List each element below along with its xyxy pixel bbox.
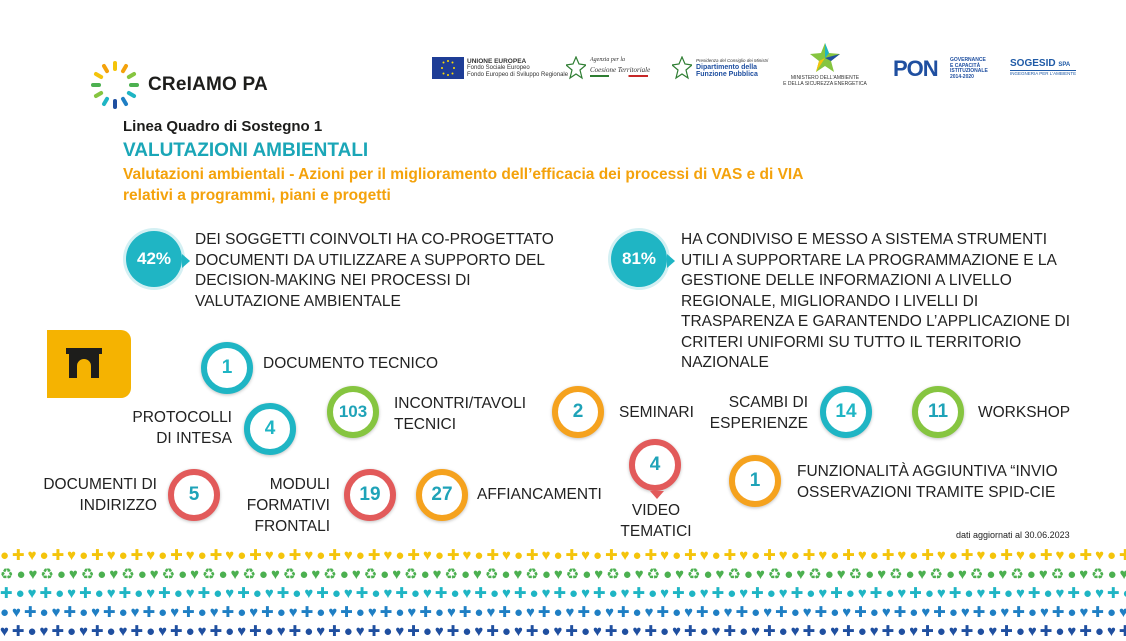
pon-logo: PON bbox=[893, 56, 939, 81]
funzione-line1: Presidenza del Consiglio dei Ministri bbox=[696, 58, 769, 63]
output-label: DOCUMENTO TECNICO bbox=[263, 355, 439, 372]
agenzia-line1: Agenzia per la bbox=[590, 57, 625, 63]
line-title: Linea Quadro di Sostegno 1 bbox=[123, 118, 323, 135]
output-label-line: SCAMBI DI bbox=[728, 394, 808, 411]
output-label-line: INCONTRI/TAVOLI bbox=[394, 395, 527, 412]
category-tab bbox=[47, 330, 131, 398]
output-ring: 5 bbox=[168, 469, 220, 521]
output-ring: 2 bbox=[552, 386, 604, 438]
output-label-line: PROTOCOLLI bbox=[132, 409, 232, 426]
eu-logo: UNIONE EUROPEA Fondo Sociale Europeo Fon… bbox=[467, 58, 568, 79]
pattern-row: ✚●♥✚●♥✚●♥✚●♥✚●♥✚●♥✚●♥✚●♥✚●♥✚●♥✚●♥✚●♥✚●♥✚… bbox=[0, 585, 1126, 602]
output-label-line: OSSERVAZIONI TRAMITE SPID-CIE bbox=[797, 484, 1056, 501]
output-label: PROTOCOLLI DI INTESA bbox=[120, 407, 232, 449]
stat-circle: 81% bbox=[611, 231, 667, 287]
output-ring: 11 bbox=[912, 386, 964, 438]
agenzia-line2: Coesione Territoriale bbox=[590, 66, 651, 74]
sogesid-name: SOGESID bbox=[1010, 58, 1056, 69]
page-subtitle: Valutazioni ambientali - Azioni per il m… bbox=[123, 166, 803, 204]
pattern-icons: ●✚♥●✚♥●✚♥●✚♥●✚♥●✚♥●✚♥●✚♥●✚♥●✚♥●✚♥●✚♥●✚♥●… bbox=[0, 546, 1126, 641]
output-label-line: FRONTALI bbox=[254, 518, 331, 535]
sun-logo-icon bbox=[91, 61, 139, 109]
star-logo-icon bbox=[810, 43, 840, 72]
pon-line2: E CAPACITÀ bbox=[950, 62, 981, 69]
output-ring: 1 bbox=[201, 342, 253, 394]
output-ring: 4 bbox=[629, 439, 681, 491]
output-label: DOCUMENTI DI INDIRIZZO bbox=[30, 474, 157, 516]
output-label-line: TECNICI bbox=[394, 416, 456, 433]
stat-arrow bbox=[667, 254, 675, 268]
output-label-line: DOCUMENTI DI bbox=[43, 476, 157, 493]
output-ring: 1 bbox=[729, 455, 781, 507]
output-label-line: TEMATICI bbox=[620, 523, 692, 540]
output-label: FUNZIONALITÀ AGGIUNTIVA “INVIO OSSERVAZI… bbox=[797, 461, 1058, 503]
ministero-line2: E DELLA SICUREZZA ENERGETICA bbox=[783, 81, 867, 87]
pon-text: GOVERNANCE E CAPACITÀ ISTITUZIONALE 2014… bbox=[950, 57, 988, 80]
pon-line4: 2014-2020 bbox=[950, 73, 974, 80]
pattern-row: ♻●♥♻●♥♻●♥♻●♥♻●♥♻●♥♻●♥♻●♥♻●♥♻●♥♻●♥♻●♥♻●♥♻… bbox=[0, 566, 1126, 583]
emblem-icon bbox=[566, 56, 586, 80]
output-label: WORKSHOP bbox=[978, 404, 1071, 421]
ministero-logo: MINISTERO DELL'AMBIENTE E DELLA SICUREZZ… bbox=[782, 75, 868, 87]
output-label-line: MODULI bbox=[269, 476, 330, 493]
sogesid-tag: INGEGNERIA PER L'AMBIENTE bbox=[1010, 71, 1077, 76]
output-label: AFFIANCAMENTI bbox=[477, 486, 602, 503]
update-note: dati aggiornati al 30.06.2023 bbox=[956, 530, 1070, 540]
output-ring: 19 bbox=[344, 469, 396, 521]
output-label-line: DI INTESA bbox=[156, 430, 232, 447]
stat-circle: 42% bbox=[126, 231, 182, 287]
sogesid-spa: SPA bbox=[1058, 62, 1071, 68]
stat-text: HA CONDIVISO E MESSO A SISTEMA STRUMENTI… bbox=[681, 231, 1071, 371]
eu-line2: Fondo Europeo di Sviluppo Regionale bbox=[467, 72, 569, 78]
output-ring: 103 bbox=[327, 386, 379, 438]
stat-text: DEI SOGGETTI COINVOLTI HA CO-PROGETTATO … bbox=[195, 231, 554, 310]
output-label: INCONTRI/TAVOLI TECNICI bbox=[394, 393, 526, 435]
brand-name: CReIAMO PA bbox=[148, 74, 268, 95]
output-label-line: ESPERIENZE bbox=[709, 415, 808, 432]
pattern-row: ♥✚●♥✚●♥✚●♥✚●♥✚●♥✚●♥✚●♥✚●♥✚●♥✚●♥✚●♥✚●♥✚●♥… bbox=[0, 623, 1126, 640]
output-label-line: INDIRIZZO bbox=[79, 497, 158, 514]
output-ring: 27 bbox=[416, 469, 468, 521]
agenzia-logo: Agenzia per la Coesione Territoriale bbox=[590, 57, 650, 77]
output-ring: 4 bbox=[244, 403, 296, 455]
output-label-line: VIDEO bbox=[631, 502, 681, 519]
location-pin-icon bbox=[650, 491, 664, 499]
funzione-logo: Presidenza del Consiglio dei Ministri Di… bbox=[696, 57, 768, 78]
output-label-line: FORMATIVI bbox=[246, 497, 330, 514]
output-ring: 14 bbox=[820, 386, 872, 438]
eu-title: UNIONE EUROPEA bbox=[467, 58, 527, 65]
output-label: VIDEO TEMATICI bbox=[610, 500, 702, 542]
sogesid-logo: SOGESID SPA INGEGNERIA PER L'AMBIENTE bbox=[1010, 58, 1077, 76]
stat-arrow bbox=[182, 254, 190, 268]
emblem-icon bbox=[672, 56, 692, 80]
pattern-row: ●✚♥●✚♥●✚♥●✚♥●✚♥●✚♥●✚♥●✚♥●✚♥●✚♥●✚♥●✚♥●✚♥●… bbox=[0, 547, 1126, 564]
output-label: SEMINARI bbox=[619, 404, 694, 421]
arch-icon bbox=[66, 348, 102, 378]
eu-flag-icon bbox=[432, 57, 464, 79]
page-title: VALUTAZIONI AMBIENTALI bbox=[123, 140, 369, 161]
output-label-line: FUNZIONALITÀ AGGIUNTIVA “INVIO bbox=[797, 463, 1058, 480]
pon-line1: GOVERNANCE bbox=[950, 57, 986, 63]
pon-line3: ISTITUZIONALE bbox=[950, 68, 988, 74]
funzione-line2: Dipartimento della bbox=[696, 64, 758, 71]
output-label: MODULI FORMATIVI FRONTALI bbox=[240, 474, 330, 537]
pattern-row: ●♥✚●♥✚●♥✚●♥✚●♥✚●♥✚●♥✚●♥✚●♥✚●♥✚●♥✚●♥✚●♥✚●… bbox=[0, 604, 1126, 621]
funzione-line3: Funzione Pubblica bbox=[696, 71, 758, 78]
ministero-line1: MINISTERO DELL'AMBIENTE bbox=[790, 75, 860, 81]
output-label: SCAMBI DI ESPERIENZE bbox=[700, 392, 808, 434]
eu-line1: Fondo Sociale Europeo bbox=[467, 65, 530, 71]
